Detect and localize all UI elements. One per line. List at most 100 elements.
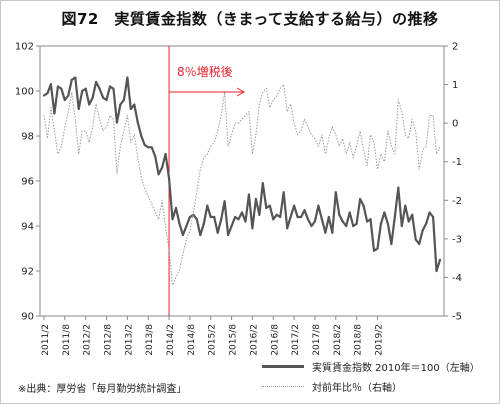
source-note: ※出典：厚労省「毎月勤労統計調査」 <box>18 384 187 395</box>
legend-swatch-solid <box>262 364 304 368</box>
data-point-real-wage <box>386 222 389 225</box>
data-point-real-wage <box>383 211 386 214</box>
data-point-real-wage <box>174 206 178 210</box>
y-left-tick-label: 100 <box>15 87 34 98</box>
x-tick-label: 2018/2 <box>333 324 343 356</box>
data-point-real-wage <box>150 146 153 149</box>
data-point-real-wage <box>397 186 400 189</box>
data-point-real-wage <box>181 233 185 237</box>
data-point-real-wage <box>84 87 87 90</box>
data-point-real-wage <box>404 204 407 207</box>
data-point-real-wage <box>338 213 341 216</box>
data-point-real-wage <box>425 222 428 225</box>
data-point-real-wage <box>91 96 94 99</box>
legend-label-real-wage: 実質賃金指数 2010年＝100（左軸） <box>312 362 480 374</box>
x-tick-label: 2016/2 <box>249 324 259 356</box>
x-tick-label: 2015/2 <box>208 324 218 356</box>
data-point-real-wage <box>227 233 230 237</box>
x-tick-label: 2018/8 <box>354 324 364 356</box>
data-point-real-wage <box>136 121 139 124</box>
data-point-real-wage <box>202 222 205 225</box>
y-right-tick-label: -1 <box>452 157 462 168</box>
plot-area <box>39 45 445 317</box>
data-point-real-wage <box>147 146 150 149</box>
data-point-real-wage <box>431 215 435 219</box>
data-point-real-wage <box>42 94 46 97</box>
data-point-real-wage <box>140 134 143 138</box>
data-point-real-wage <box>324 231 327 234</box>
data-point-real-wage <box>286 227 289 230</box>
data-point-real-wage <box>77 107 80 111</box>
legend-label-yoy: 対前年比％（右軸） <box>312 382 402 394</box>
legend-item-yoy: 対前年比％（右軸） <box>262 376 480 396</box>
data-point-real-wage <box>400 224 403 228</box>
data-point-real-wage <box>393 215 396 219</box>
y-right-tick-label: 2 <box>452 42 458 53</box>
data-point-real-wage <box>359 197 362 201</box>
data-point-real-wage <box>265 206 268 210</box>
x-tick-label: 2011/2 <box>41 324 51 356</box>
data-point-real-wage <box>233 215 237 219</box>
data-point-real-wage <box>122 98 125 102</box>
data-point-real-wage <box>372 249 376 252</box>
data-point-real-wage <box>178 222 181 225</box>
data-point-real-wage <box>293 204 296 207</box>
x-tick-label: 2011/8 <box>62 324 72 356</box>
y-right-tick-label: -4 <box>452 273 462 284</box>
data-point-real-wage <box>240 211 244 214</box>
tax-hike-arrow-head <box>236 87 246 97</box>
data-point-real-wage <box>49 83 53 86</box>
chart-title: 図72 実質賃金指数（きまって支給する給与）の推移 <box>61 10 439 28</box>
data-point-real-wage <box>272 218 275 221</box>
data-point-real-wage <box>407 220 410 223</box>
data-point-real-wage <box>348 211 351 214</box>
x-tick-label: 2016/8 <box>270 324 280 356</box>
data-point-real-wage <box>365 220 369 223</box>
data-point-real-wage <box>345 224 348 228</box>
y-right-tick-label: 0 <box>452 119 458 130</box>
data-point-real-wage <box>70 78 73 81</box>
data-point-real-wage <box>230 224 233 228</box>
data-point-real-wage <box>418 242 421 246</box>
data-point-real-wage <box>53 112 56 115</box>
data-point-real-wage <box>126 76 129 79</box>
data-point-real-wage <box>98 87 101 90</box>
data-point-real-wage <box>331 231 334 234</box>
data-point-real-wage <box>209 215 212 219</box>
y-left-tick-label: 102 <box>15 42 34 53</box>
x-tick-label: 2012/2 <box>83 324 93 356</box>
data-point-real-wage <box>213 215 216 219</box>
data-point-real-wage <box>275 213 278 216</box>
data-point-real-wage <box>251 227 254 230</box>
data-point-real-wage <box>206 204 209 207</box>
data-point-real-wage <box>129 107 132 111</box>
data-point-real-wage <box>317 204 320 207</box>
y-left-tick-label: 92 <box>21 267 34 278</box>
data-point-real-wage <box>411 213 414 216</box>
data-point-real-wage <box>105 98 108 102</box>
data-point-real-wage <box>157 173 160 176</box>
data-point-real-wage <box>223 200 226 203</box>
data-point-real-wage <box>167 177 171 180</box>
x-tick-label: 2015/8 <box>229 324 239 356</box>
data-point-real-wage <box>195 218 198 221</box>
x-tick-label: 2014/8 <box>187 324 197 356</box>
data-point-real-wage <box>299 215 303 219</box>
data-point-real-wage <box>355 222 358 225</box>
data-point-real-wage <box>46 92 49 95</box>
data-point-real-wage <box>268 204 271 207</box>
data-point-real-wage <box>119 103 122 106</box>
data-point-real-wage <box>237 218 240 221</box>
data-point-real-wage <box>313 220 317 223</box>
data-point-real-wage <box>81 89 84 93</box>
data-point-real-wage <box>414 238 417 241</box>
data-point-real-wage <box>279 215 282 219</box>
data-point-real-wage <box>428 211 431 214</box>
data-point-real-wage <box>310 224 313 228</box>
data-point-real-wage <box>390 242 393 246</box>
y-left-tick-label: 96 <box>21 177 34 188</box>
x-tick-label: 2014/2 <box>166 324 176 356</box>
tax-hike-label: 8％増税後 <box>177 65 233 79</box>
data-point-real-wage <box>327 215 330 219</box>
data-point-real-wage <box>320 218 323 221</box>
